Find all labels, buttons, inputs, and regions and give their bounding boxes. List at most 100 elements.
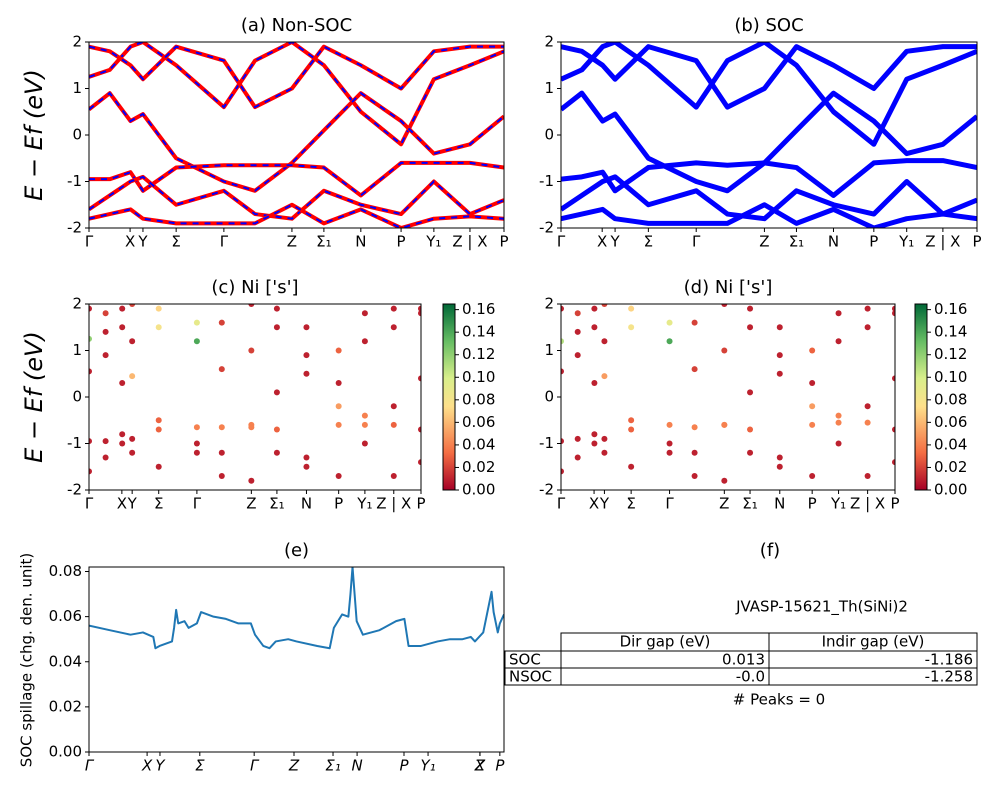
band-point	[835, 310, 842, 317]
x-tick-label: Z	[719, 495, 729, 513]
table-grid	[504, 632, 978, 686]
x-tick-label: Y₁	[898, 233, 914, 251]
axes-frame	[88, 303, 422, 491]
x-tick-label: Y₁	[420, 757, 435, 775]
x-tick-label: Z | X	[850, 495, 885, 513]
band-point	[129, 435, 136, 442]
band-point	[747, 449, 754, 456]
band-point	[809, 403, 816, 410]
band-point	[601, 304, 608, 307]
band-point	[864, 403, 871, 410]
band-point	[666, 338, 673, 345]
band-point	[129, 449, 136, 456]
table-cell: -1.258	[925, 668, 973, 686]
band-point	[691, 473, 698, 480]
band-point	[273, 324, 280, 331]
band-point	[691, 366, 698, 373]
x-tick-label: Γ	[665, 495, 674, 513]
band-line	[89, 91, 504, 193]
band-point	[721, 347, 728, 354]
x-tick-label: Σ₁	[742, 495, 758, 513]
table-header: Dir gap (eV)	[620, 633, 711, 651]
band-line-dash	[89, 45, 504, 109]
band-point	[303, 454, 310, 461]
band-point	[666, 421, 673, 428]
band-point	[361, 310, 368, 317]
band-point	[601, 338, 608, 345]
band-line	[89, 160, 504, 198]
band-point	[574, 352, 581, 359]
x-tick-label: X	[125, 233, 135, 251]
band-point	[89, 368, 92, 375]
y-tick-label: -1	[67, 172, 82, 190]
band-point	[119, 305, 126, 312]
colorbar-tick-label: 0.04	[462, 435, 495, 453]
band-point	[776, 352, 783, 359]
band-line-dash	[89, 91, 504, 192]
x-tick-label: N	[828, 233, 839, 251]
y-tick-label: -2	[67, 219, 82, 237]
x-tick-label: Y₁	[425, 233, 441, 251]
x-tick-label: Z | X	[376, 495, 411, 513]
band-line	[89, 42, 504, 147]
band-point	[390, 403, 397, 410]
table-cell: SOC	[509, 651, 541, 669]
colorbar-tick-label: 0.10	[934, 368, 967, 386]
band-point	[335, 380, 342, 387]
band-point	[864, 419, 871, 426]
band-point	[303, 352, 310, 359]
band-point	[273, 426, 280, 433]
colorbar-tick-label: 0.12	[462, 345, 495, 363]
band-point	[835, 440, 842, 447]
band-point	[335, 421, 342, 428]
band-line-dash	[89, 175, 504, 220]
band-point	[361, 440, 368, 447]
axes-frame	[88, 566, 505, 753]
band-point	[776, 324, 783, 331]
band-point	[335, 473, 342, 480]
x-tick-label: Z	[759, 233, 769, 251]
band-point	[591, 324, 598, 331]
panel-title: (b) SOC	[734, 15, 803, 36]
y-tick-label: 0.02	[49, 697, 82, 715]
band-point	[864, 305, 871, 312]
band-point	[591, 305, 598, 312]
panel-title: (a) Non-SOC	[241, 15, 352, 36]
band-point	[335, 347, 342, 354]
x-tick-label: Γ	[557, 233, 566, 251]
x-tick-label: Z	[287, 233, 297, 251]
band-point	[721, 421, 728, 428]
colorbar-tick-label: 0.00	[934, 481, 967, 499]
y-axis-label: E − Ef (eV)	[20, 331, 48, 463]
band-point	[721, 477, 728, 484]
x-tick-label: Γ	[692, 233, 701, 251]
band-point	[721, 304, 728, 307]
plot-area	[89, 304, 421, 484]
x-tick-label: P	[416, 495, 425, 513]
y-tick-label: 1	[544, 79, 554, 97]
y-axis-label: SOC spillage (chg. den. unit)	[18, 553, 36, 768]
y-tick-label: 0	[544, 126, 554, 144]
x-tick-label: Σ	[195, 757, 205, 775]
band-point	[691, 424, 698, 431]
x-tick-label: Y	[155, 757, 166, 775]
panel-title: (c) Ni ['s']	[211, 277, 298, 298]
x-tick-label: P	[397, 233, 406, 251]
plot-area	[89, 567, 504, 650]
band-point	[390, 324, 397, 331]
band-point	[892, 375, 895, 382]
band-point	[628, 324, 635, 331]
colorbar-tick-label: 0.08	[934, 390, 967, 408]
plot-area	[89, 42, 504, 228]
band-point	[591, 440, 598, 447]
x-tick-label: P	[869, 233, 878, 251]
x-tick-label: Y	[127, 495, 138, 513]
x-tick-label: P	[399, 757, 409, 775]
band-point	[747, 324, 754, 331]
colorbar-tick-label: 0.16	[462, 300, 495, 318]
x-tick-label: Y	[609, 233, 620, 251]
band-point	[303, 370, 310, 377]
band-point	[361, 338, 368, 345]
axes-frame	[88, 41, 505, 229]
band-point	[119, 380, 126, 387]
